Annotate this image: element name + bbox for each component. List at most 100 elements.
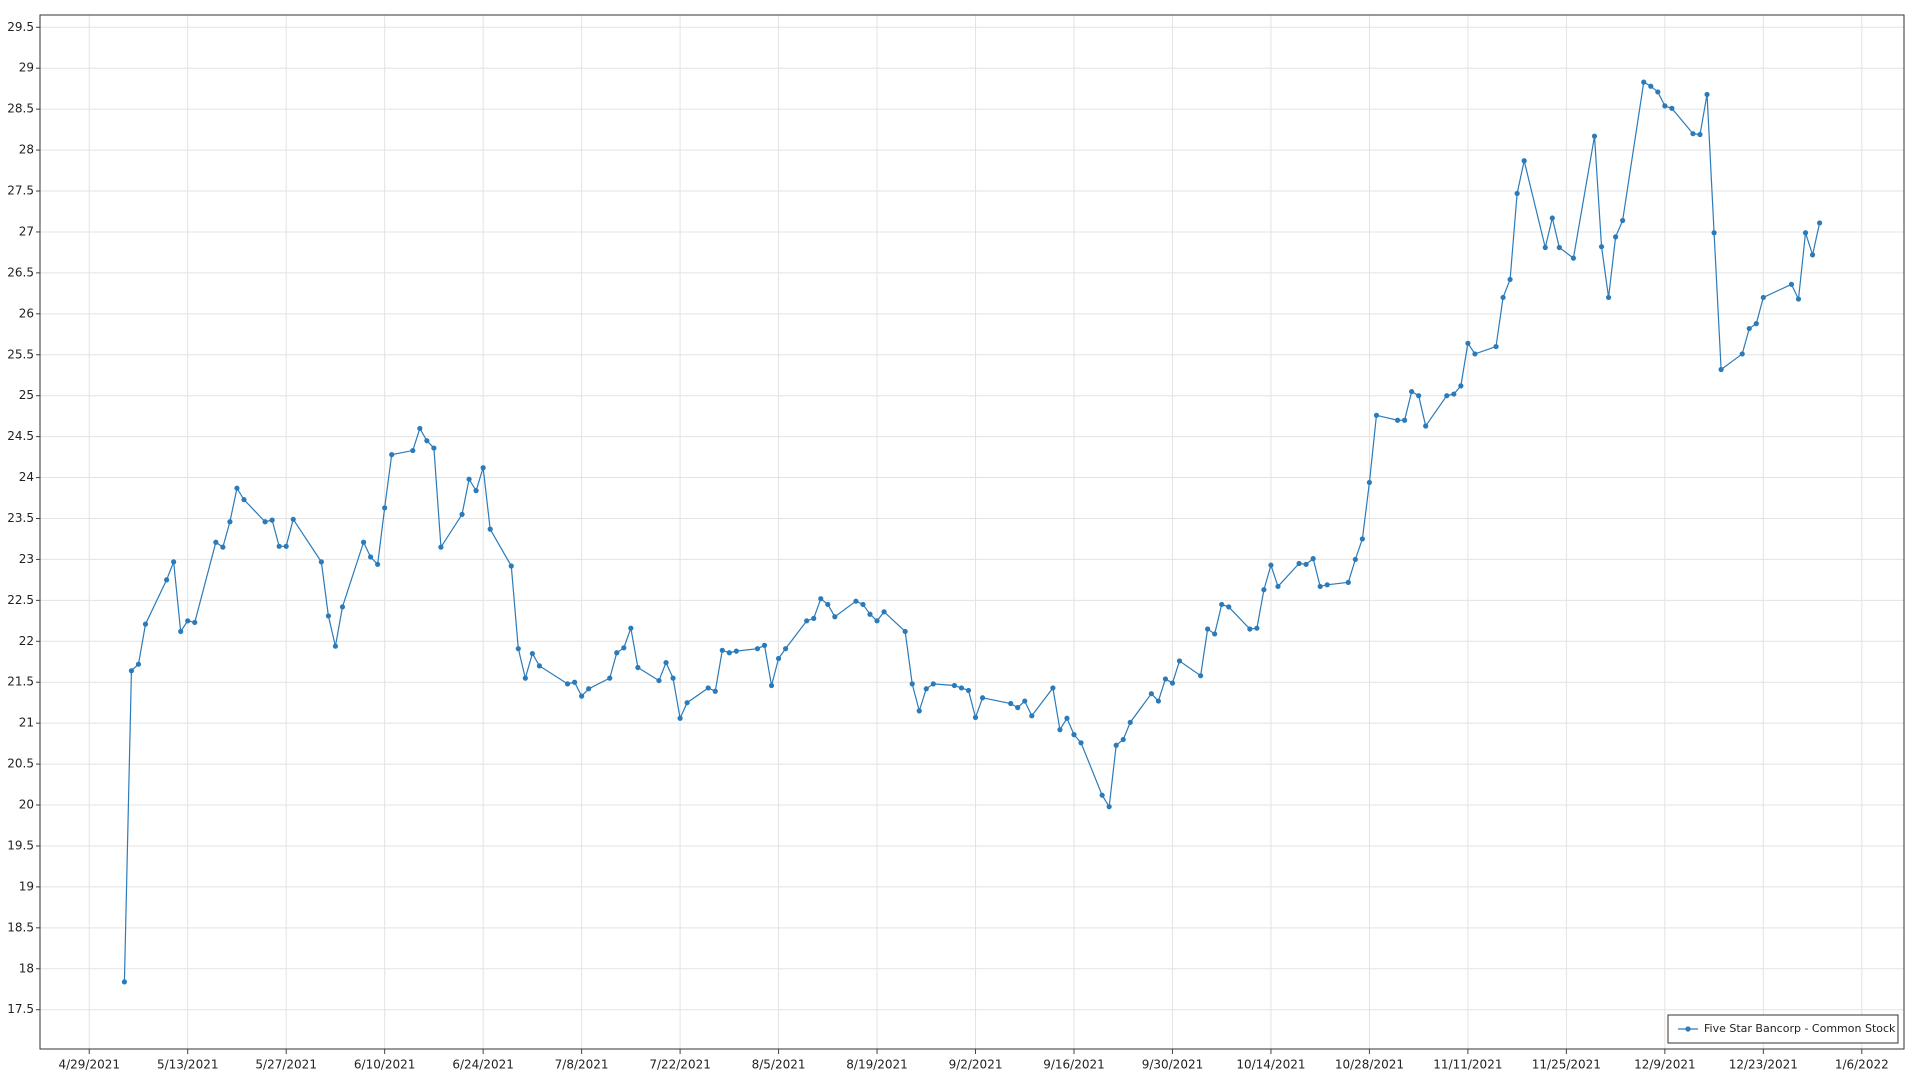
data-point [332,643,339,649]
data-point [276,543,282,549]
data-point [860,601,866,608]
y-tick-label: 28 [19,143,34,157]
data-point [220,544,226,550]
data-point [1613,234,1619,240]
y-tick-label: 22 [19,634,34,648]
data-point [529,650,535,657]
y-tick-label: 21 [19,716,34,730]
data-point [818,596,824,602]
data-point [290,516,296,522]
data-point [1247,626,1253,632]
data-point [1106,804,1112,810]
data-point [1127,719,1133,725]
x-tick-label: 10/14/2021 [1236,1058,1305,1072]
data-point [656,677,662,684]
data-point [881,609,887,615]
y-tick-label: 20.5 [7,757,34,771]
y-tick-label: 17.5 [7,1002,34,1016]
data-point [1444,393,1450,399]
y-tick-label: 19.5 [7,838,34,852]
data-point [909,681,915,687]
data-point [712,688,718,694]
y-tick-label: 18.5 [7,920,34,934]
data-point [1514,190,1520,197]
data-point [775,655,782,662]
legend: Five Star Bancorp - Common Stock [1667,1014,1899,1044]
data-point [614,650,620,656]
data-point [367,554,374,560]
data-point [164,577,170,583]
y-tick-label: 25.5 [7,347,34,361]
data-point [1359,536,1365,542]
data-point [564,681,571,687]
y-tick-label: 26 [19,306,34,320]
legend-label: Five Star Bancorp - Common Stock [1704,1022,1896,1035]
data-point [607,675,613,681]
data-point [1458,383,1464,389]
data-point [1022,698,1028,704]
data-point [832,614,838,620]
data-point [459,511,465,517]
data-point [1212,631,1218,637]
data-point [804,618,810,624]
x-tick-label: 12/23/2021 [1729,1058,1798,1072]
y-tick-label: 27.5 [7,184,34,198]
data-point [1113,742,1119,748]
data-point [923,686,929,692]
data-point [635,664,641,671]
y-tick-label: 29 [19,61,34,75]
data-point [360,539,367,545]
data-point [480,465,486,471]
data-point [811,615,817,621]
data-point [389,452,395,458]
data-point [1655,89,1661,95]
data-point [171,559,177,565]
data-point [185,618,191,624]
data-point [1746,325,1752,332]
y-tick-label: 24 [19,470,34,484]
data-point [325,613,331,619]
data-point [1205,626,1211,632]
data-point [1711,230,1717,236]
data-point [1598,244,1605,250]
data-point [1648,83,1654,89]
x-tick-label: 6/24/2021 [452,1058,514,1072]
y-tick-label: 27 [19,224,34,238]
data-point [677,715,683,721]
x-tick-label: 12/9/2021 [1634,1058,1696,1072]
data-point [431,445,437,451]
data-point [1078,740,1084,746]
x-tick-label: 8/19/2021 [846,1058,908,1072]
data-point [438,544,444,550]
data-point [1605,294,1612,301]
x-tick-label: 5/13/2021 [157,1058,219,1072]
data-point [1099,792,1105,798]
data-point [958,685,965,691]
x-tick-label: 10/28/2021 [1335,1058,1404,1072]
x-tick-label: 5/27/2021 [255,1058,317,1072]
data-point [241,497,247,503]
data-point [508,563,514,569]
y-tick-label: 24.5 [7,429,34,443]
data-point [874,618,880,624]
x-tick-label: 7/8/2021 [555,1058,609,1072]
data-point [1345,579,1351,585]
data-point [213,539,219,545]
data-point [424,438,430,444]
data-point [135,661,142,667]
y-tick-label: 18 [19,961,34,975]
x-tick-label: 9/16/2021 [1043,1058,1105,1072]
data-point [579,693,585,699]
data-point [1718,366,1724,373]
data-point [1570,255,1577,261]
y-tick-label: 26.5 [7,265,34,279]
data-point [1521,158,1527,164]
y-tick-label: 23 [19,552,34,566]
y-tick-label: 20 [19,798,34,812]
data-point [1802,230,1809,236]
data-point [761,642,768,648]
data-point [1416,393,1422,399]
data-point [410,447,416,454]
